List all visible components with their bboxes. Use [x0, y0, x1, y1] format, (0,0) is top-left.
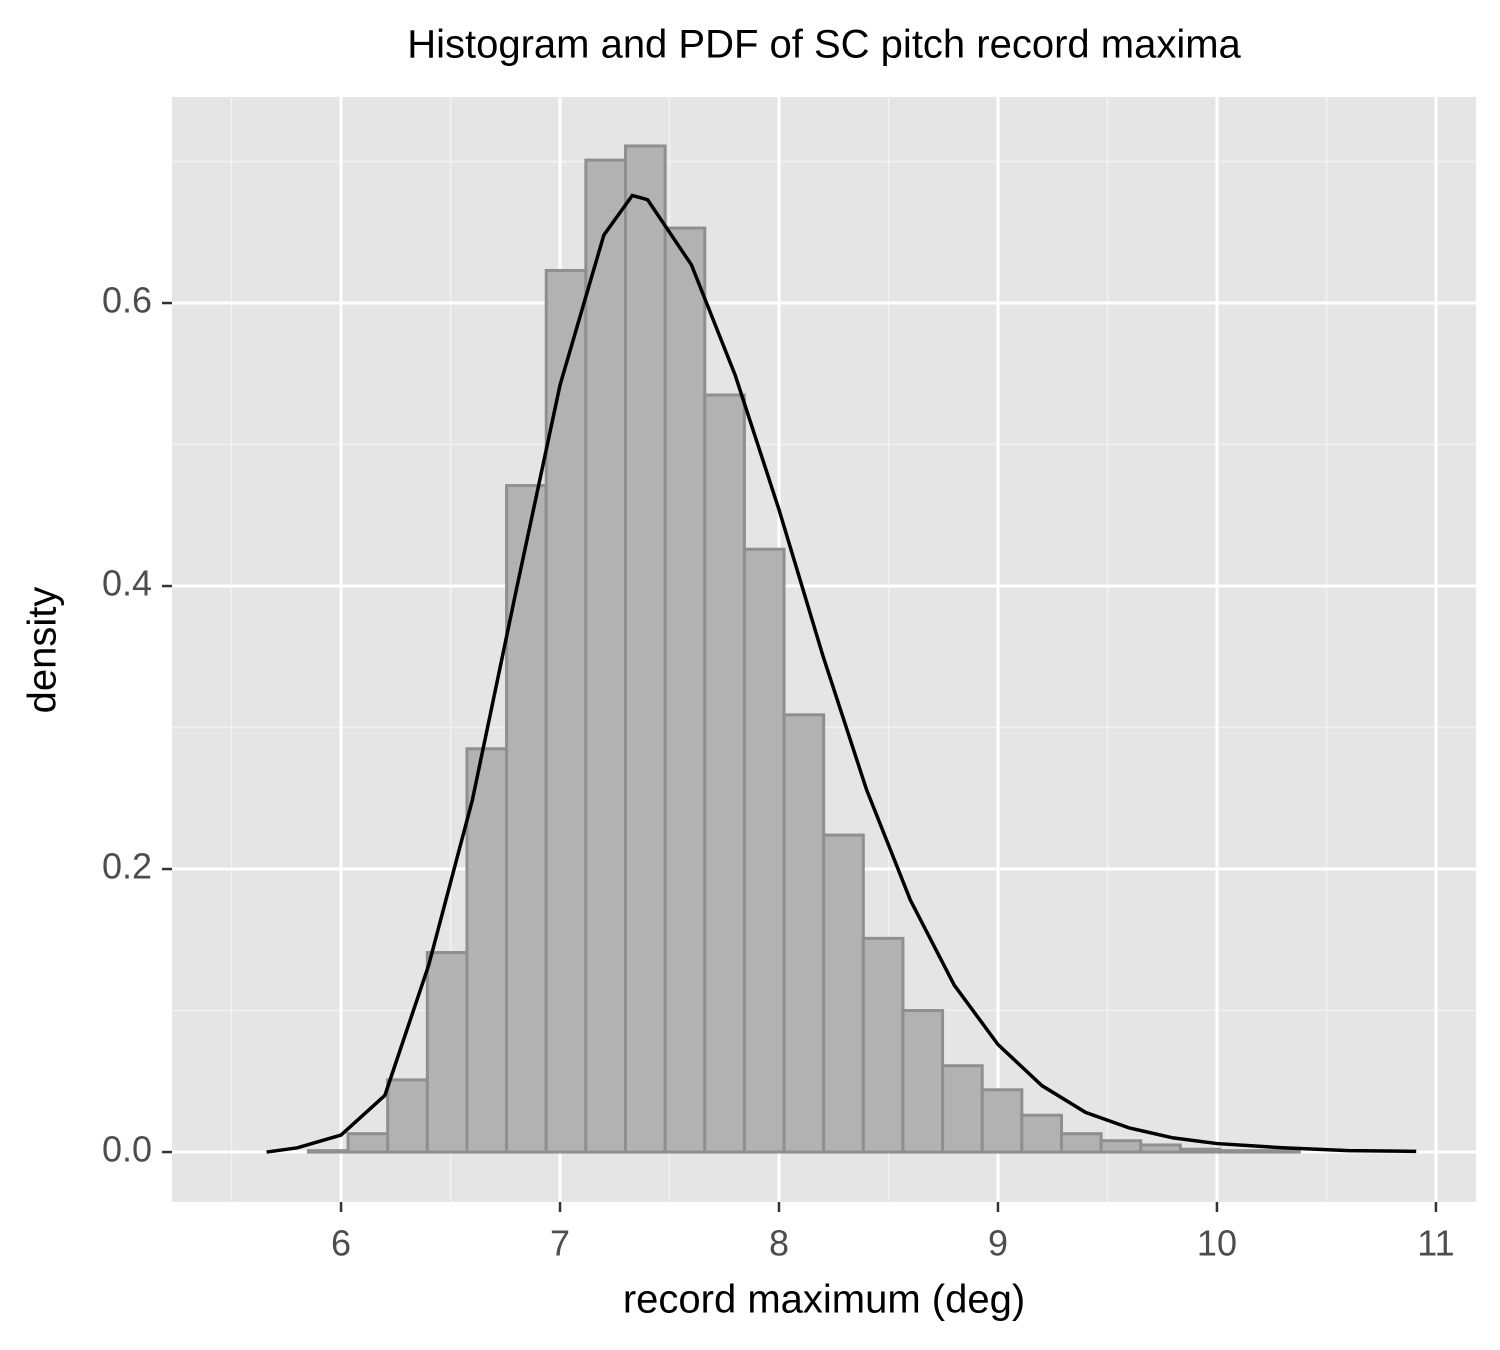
- bar: [822, 833, 865, 1154]
- bar: [1178, 1147, 1222, 1154]
- bars: [266, 144, 1417, 1154]
- bar: [1258, 1149, 1301, 1154]
- y-tick-label: 0.2: [102, 846, 152, 887]
- y-tick-label: 0.4: [102, 563, 152, 604]
- pdf-line: [266, 193, 1417, 1154]
- x-tick-label: 11: [1417, 1223, 1454, 1264]
- bar: [1059, 1132, 1103, 1154]
- bar: [1020, 1113, 1063, 1154]
- bar: [386, 1078, 429, 1154]
- bar: [703, 393, 746, 1154]
- bar: [663, 226, 707, 1154]
- bar: [901, 1009, 945, 1154]
- y-axis-title: density: [21, 587, 65, 714]
- bar: [980, 1088, 1024, 1154]
- x-tick-label: 6: [331, 1223, 351, 1264]
- x-tick-label: 7: [550, 1223, 570, 1264]
- bar: [623, 144, 667, 1154]
- bar: [1099, 1139, 1143, 1154]
- chart-title: Histogram and PDF of SC pitch record max…: [407, 23, 1241, 67]
- x-tick-label: 8: [769, 1223, 789, 1264]
- bar: [782, 713, 826, 1154]
- x-tick-label: 9: [988, 1223, 1008, 1264]
- bar: [1218, 1149, 1262, 1154]
- y-tick-label: 0.0: [102, 1129, 152, 1170]
- bar: [861, 936, 905, 1154]
- bar: [1139, 1143, 1182, 1154]
- x-axis-title: record maximum (deg): [623, 1278, 1025, 1322]
- bar: [465, 747, 509, 1154]
- bar: [425, 951, 469, 1154]
- bar: [584, 158, 627, 1154]
- bar: [505, 484, 548, 1154]
- bar: [742, 547, 786, 1154]
- bar: [941, 1064, 984, 1154]
- x-tick-label: 10: [1197, 1223, 1237, 1264]
- axes: 6 7 8 9 10 11 0.0 0.2 0.4 0.6: [102, 280, 1455, 1264]
- y-tick-label: 0.6: [102, 280, 152, 321]
- bar: [346, 1132, 390, 1154]
- bar: [544, 268, 588, 1154]
- bar: [306, 1149, 350, 1154]
